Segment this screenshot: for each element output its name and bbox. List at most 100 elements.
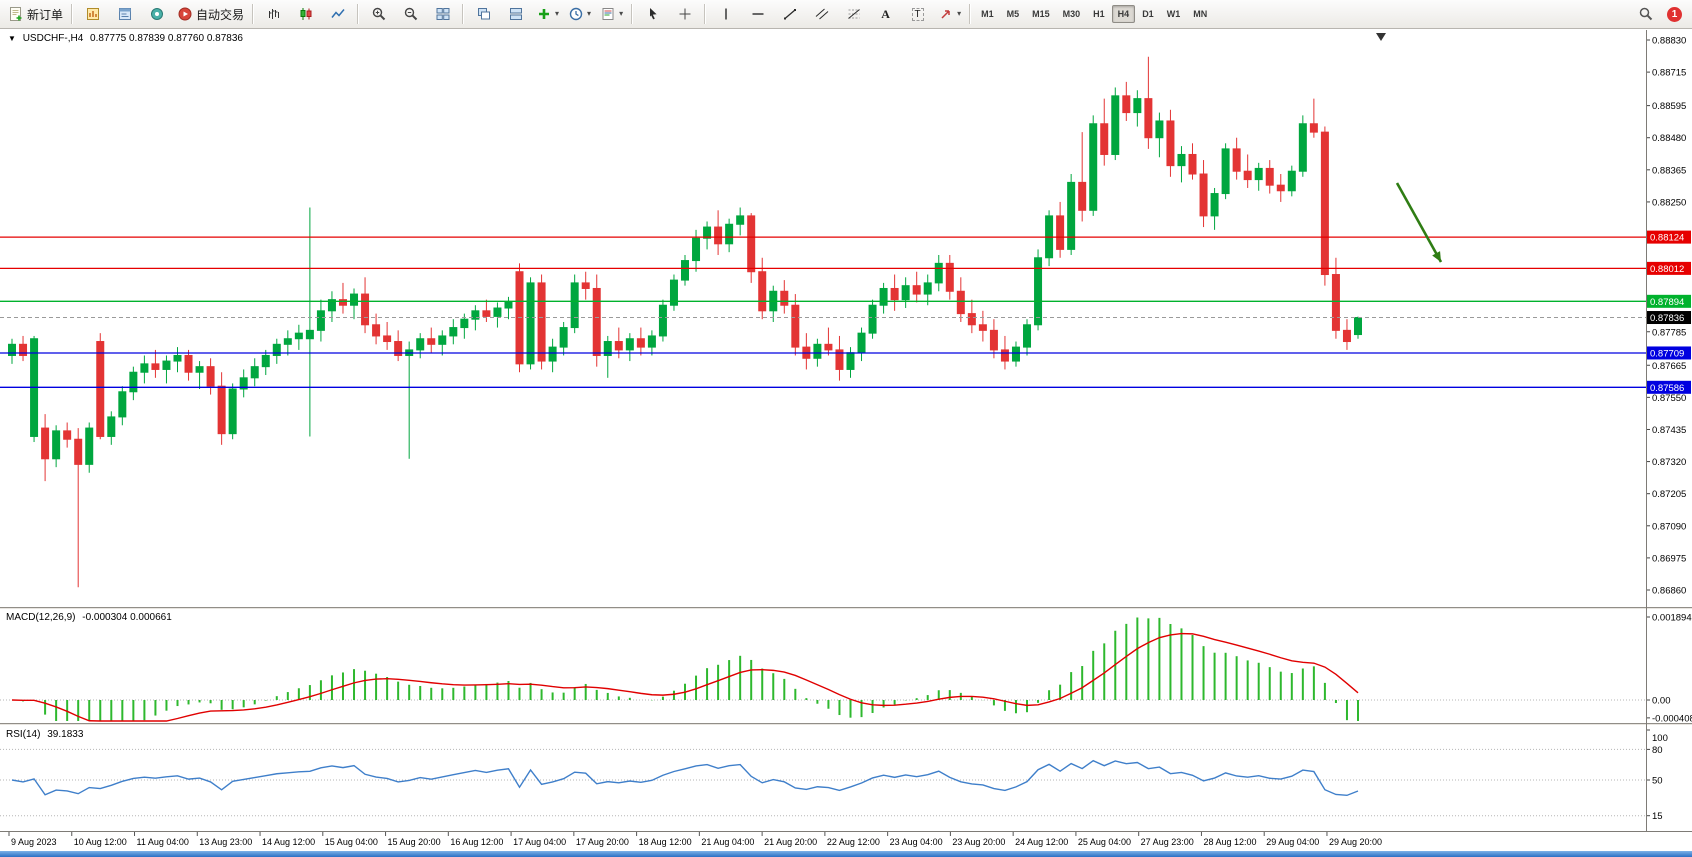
time-axis[interactable]: 9 Aug 2023 10 Aug 12:00 11 Aug 04:00 13 Aug… (8, 832, 1382, 847)
svg-text:23 Aug 20:00: 23 Aug 20:00 (952, 837, 1005, 847)
svg-text:29 Aug 20:00: 29 Aug 20:00 (1329, 837, 1382, 847)
svg-text:0.87435: 0.87435 (1652, 425, 1686, 436)
candlesticks (8, 56, 1362, 588)
line-objects[interactable] (0, 236, 1646, 388)
horizontal-line-tool-button[interactable] (742, 2, 773, 27)
chart-symbol-period: USDCHF-,H4 (22, 33, 84, 44)
svg-text:0.87550: 0.87550 (1652, 393, 1686, 404)
svg-text:0.87665: 0.87665 (1652, 361, 1686, 372)
toolbar-separator (631, 4, 634, 24)
chevron-down-icon: ▾ (619, 9, 624, 18)
notification-badge[interactable]: 1 (1667, 6, 1682, 22)
text-tool-button[interactable]: A (870, 2, 901, 27)
market-watch-button[interactable] (77, 2, 108, 27)
chart-title: ▼ USDCHF-,H4 0.87775 0.87839 0.87760 0.8… (8, 33, 247, 44)
cursor-button[interactable] (637, 2, 668, 27)
timeframe-m1-button[interactable]: M1 (981, 9, 994, 19)
svg-text:0.88715: 0.88715 (1652, 68, 1686, 79)
crosshair-button[interactable] (669, 2, 700, 27)
search-button[interactable] (1630, 2, 1661, 27)
trend-arrow-object[interactable] (1395, 182, 1443, 263)
timeframe-h1-button[interactable]: H1 (1093, 9, 1105, 19)
chevron-down-icon: ▾ (587, 9, 592, 18)
indicators-button[interactable]: ▾ (532, 2, 563, 27)
svg-text:0.88124: 0.88124 (1650, 233, 1684, 244)
bar-chart-button[interactable] (258, 2, 289, 27)
fibonacci-icon (847, 9, 860, 19)
timeframe-d1-button[interactable]: D1 (1142, 9, 1154, 19)
text-label-icon: T (911, 7, 924, 21)
svg-text:0.86860: 0.86860 (1652, 586, 1686, 597)
search-icon (1639, 7, 1652, 21)
svg-text:21 Aug 04:00: 21 Aug 04:00 (701, 837, 754, 847)
chart-shift-marker (1376, 33, 1386, 41)
fibonacci-tool-button[interactable] (838, 2, 869, 27)
toolbar-separator (357, 4, 360, 24)
arrows-tool-button[interactable]: ▾ (934, 2, 965, 27)
svg-text:23 Aug 04:00: 23 Aug 04:00 (890, 837, 943, 847)
svg-text:100: 100 (1652, 733, 1668, 744)
annotations[interactable] (1376, 33, 1443, 263)
bar-chart-icon (268, 9, 279, 19)
chart-menu-icon[interactable]: ▼ (8, 34, 16, 43)
templates-button[interactable]: ▾ (596, 2, 627, 27)
macd-values: -0.000304 0.000661 (82, 612, 172, 623)
rsi-name: RSI(14) (6, 729, 41, 740)
svg-text:0.87320: 0.87320 (1652, 457, 1686, 468)
crosshair-icon (679, 8, 691, 20)
terminal-button[interactable] (141, 2, 172, 27)
new-order-button[interactable]: 新订单 (4, 2, 67, 27)
timeframe-mn-button[interactable]: MN (1193, 9, 1208, 19)
svg-text:13 Aug 23:00: 13 Aug 23:00 (199, 837, 252, 847)
svg-text:27 Aug 23:00: 27 Aug 23:00 (1141, 837, 1194, 847)
arrange-windows-icon (509, 8, 522, 20)
svg-text:80: 80 (1652, 745, 1663, 756)
zoom-in-button[interactable] (363, 2, 394, 27)
line-chart-icon (330, 9, 345, 18)
price-badge (1647, 261, 1691, 275)
svg-text:25 Aug 04:00: 25 Aug 04:00 (1078, 837, 1131, 847)
timeframe-m15-button[interactable]: M15 (1032, 9, 1050, 19)
svg-text:0.88595: 0.88595 (1652, 101, 1686, 112)
trendline-tool-button[interactable] (774, 2, 805, 27)
timeframe-w1-button[interactable]: W1 (1166, 9, 1181, 19)
svg-text:0.87785: 0.87785 (1652, 327, 1686, 338)
zoom-out-icon (404, 7, 417, 21)
channel-tool-button[interactable] (806, 2, 837, 27)
chevron-down-icon: ▾ (555, 9, 560, 18)
toolbar-separator (252, 4, 255, 24)
periods-button[interactable]: ▾ (564, 2, 595, 27)
cascade-windows-button[interactable] (468, 2, 499, 27)
text-tool-icon: A (881, 6, 890, 21)
timeframe-m5-button[interactable]: M5 (1006, 9, 1020, 19)
panel-chrome (0, 30, 1692, 832)
svg-text:0.87586: 0.87586 (1650, 383, 1684, 394)
svg-text:9 Aug 2023: 9 Aug 2023 (11, 837, 57, 847)
chart-ohlc-values: 0.87775 0.87839 0.87760 0.87836 (90, 33, 243, 44)
timeframe-h4-button[interactable]: H4 (1111, 5, 1136, 23)
svg-text:0.88250: 0.88250 (1652, 197, 1686, 208)
text-label-tool-button[interactable]: T (902, 2, 933, 27)
price-badge (1647, 380, 1691, 394)
candlestick-chart-button[interactable] (290, 2, 321, 27)
rsi-value: 39.1833 (47, 729, 84, 740)
price-axis[interactable]: 0.88830 0.88715 0.88595 0.88480 0.88365 0.882… (1647, 36, 1692, 823)
autotrade-button[interactable]: 自动交易 (173, 2, 248, 27)
tile-windows-button[interactable] (427, 2, 458, 27)
toolbar-separator (704, 4, 707, 24)
rsi-indicator-label: RSI(14) 39.1833 (6, 729, 87, 740)
zoom-out-button[interactable] (395, 2, 426, 27)
arrange-windows-button[interactable] (500, 2, 531, 27)
line-chart-button[interactable] (322, 2, 353, 27)
svg-text:0.88480: 0.88480 (1652, 133, 1686, 144)
toolbar-separator (969, 4, 972, 24)
svg-text:0.87709: 0.87709 (1650, 348, 1684, 359)
macd-plot (11, 617, 1359, 722)
navigator-button[interactable] (109, 2, 140, 27)
template-icon (602, 8, 614, 20)
svg-text:0.88365: 0.88365 (1652, 165, 1686, 176)
timeframe-m30-button[interactable]: M30 (1062, 9, 1081, 19)
vertical-line-tool-button[interactable] (710, 2, 741, 27)
cascade-windows-icon (477, 8, 490, 20)
